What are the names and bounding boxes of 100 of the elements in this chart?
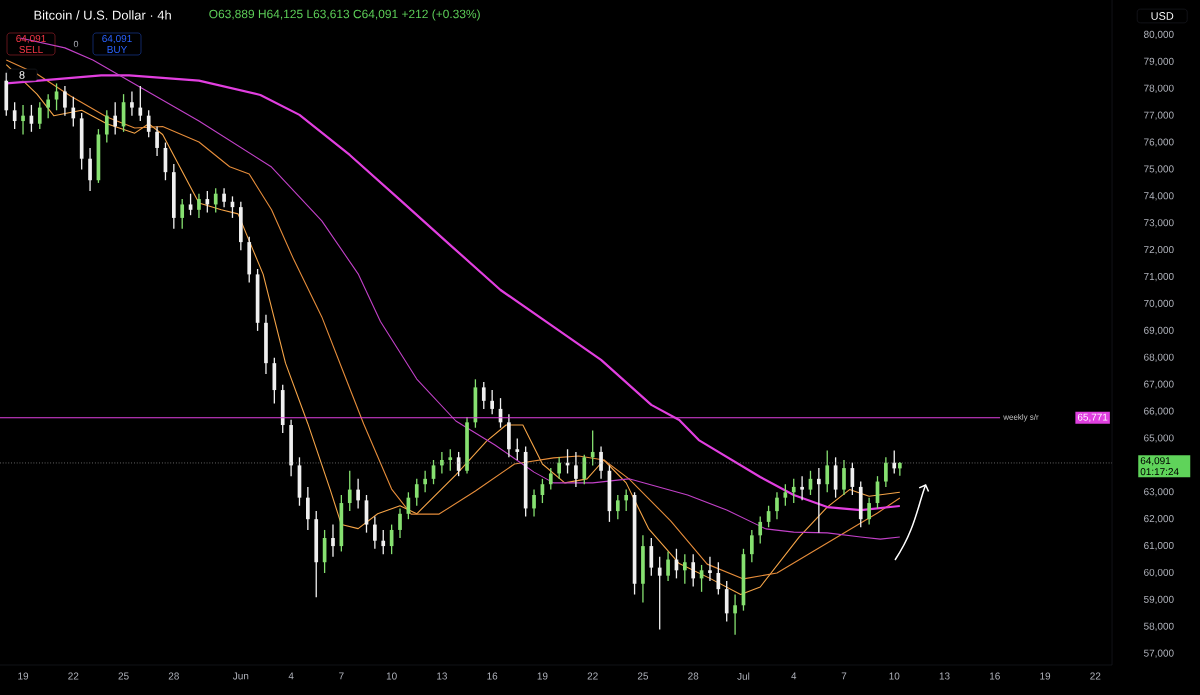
annotation: 65,771: [1077, 413, 1108, 422]
candlestick: [188, 193, 193, 216]
candlestick: [532, 488, 536, 518]
candlestick: [331, 523, 335, 558]
candlestick: [716, 561, 721, 596]
candlestick: [657, 556, 662, 631]
candlestick: [130, 90, 134, 117]
candlestick: [649, 537, 654, 577]
y-tick-label: 71,000: [1144, 272, 1174, 282]
candlestick: [197, 193, 201, 219]
y-tick-label: 80,000: [1144, 30, 1174, 40]
candlestick: [800, 475, 804, 502]
candlestick: [347, 470, 352, 512]
candlestick: [213, 187, 218, 214]
candlestick: [381, 529, 386, 555]
candlestick: [356, 478, 360, 510]
y-tick-label: 76,000: [1144, 138, 1174, 147]
annotation: SELL: [19, 45, 43, 53]
x-tick-label: 10: [889, 672, 900, 680]
candlestick: [146, 109, 151, 138]
annotation: 64,091: [102, 34, 132, 44]
text: O63,889 H64,125 L63,613 C64,091 +212 (+0.33%): [209, 9, 480, 21]
x-tick-label: 25: [118, 672, 129, 680]
candlestick: [138, 85, 143, 122]
candlestick: [867, 497, 871, 526]
x-tick-label: Jun: [232, 672, 249, 680]
y-tick-label: 68,000: [1144, 353, 1174, 362]
y-tick-label: 67,000: [1144, 380, 1174, 389]
candlestick: [682, 553, 687, 585]
candlestick: [750, 529, 754, 563]
x-tick-label: 13: [437, 672, 447, 680]
text: Bitcoin / U.S. Dollar · 4h: [34, 10, 171, 20]
y-tick-label: 79,000: [1144, 57, 1174, 66]
x-tick-label: 13: [939, 672, 950, 680]
y-tick-label: 75,000: [1144, 165, 1174, 174]
x-tick-label: Jul: [737, 672, 750, 680]
candlestick: [708, 556, 712, 582]
x-tick-label: 4: [791, 672, 797, 680]
y-tick-label: 78,000: [1144, 84, 1174, 93]
annotation: 64,091: [16, 34, 46, 44]
candlestick: [892, 449, 897, 475]
x-tick-label: 16: [990, 672, 1000, 680]
candlestick: [791, 478, 796, 504]
y-tick-label: 77,000: [1144, 111, 1174, 120]
y-tick-label: 69,000: [1144, 326, 1174, 335]
y-tick-label: 60,000: [1144, 568, 1174, 578]
candlestick: [306, 486, 310, 531]
candlestick: [590, 429, 595, 467]
candlestick: [842, 459, 846, 496]
candlestick: [373, 515, 377, 550]
candlestick: [490, 389, 494, 415]
y-tick-label: 66,000: [1144, 407, 1174, 416]
candlestick: [180, 198, 185, 230]
y-tick-label: 72,000: [1144, 246, 1174, 255]
candlestick: [515, 437, 520, 461]
candlestick: [775, 491, 779, 520]
y-tick-label: 73,000: [1144, 219, 1174, 228]
candlestick: [582, 453, 587, 485]
x-tick-label: 16: [487, 672, 498, 680]
candlestick: [783, 483, 788, 507]
candlestick: [414, 478, 419, 507]
candlestick: [21, 104, 25, 136]
candlestick: [615, 494, 620, 520]
x-tick-label: 19: [18, 672, 29, 680]
candlestick: [88, 147, 92, 192]
candlestick: [574, 451, 578, 488]
candlestick: [205, 190, 210, 214]
candlestick: [12, 101, 17, 130]
y-tick-label: 61,000: [1144, 541, 1174, 551]
x-tick-label: 19: [537, 672, 548, 680]
candlestick: [63, 85, 67, 117]
candlestick: [54, 82, 59, 111]
candlestick: [71, 96, 76, 128]
candlestick: [46, 93, 51, 120]
y-tick-label: 70,000: [1144, 299, 1174, 309]
candlestick: [398, 507, 402, 539]
candlestick: [155, 125, 159, 157]
candlestick: [113, 101, 118, 136]
x-tick-label: 10: [386, 672, 397, 680]
candlestick: [691, 553, 696, 588]
candlestick: [104, 109, 109, 144]
candlestick: [548, 467, 553, 491]
candlestick: [884, 456, 888, 488]
y-tick-label: 57,000: [1143, 649, 1174, 658]
x-tick-label: 7: [841, 672, 847, 680]
y-tick-label: 65,000: [1144, 434, 1174, 443]
candlestick: [557, 456, 562, 480]
candlestick: [222, 187, 226, 208]
x-tick-label: 4: [288, 672, 294, 680]
y-tick-label: 58,000: [1143, 622, 1174, 631]
text: USD: [1151, 12, 1174, 20]
candlestick: [624, 488, 629, 512]
x-tick-label: 7: [339, 672, 344, 680]
x-tick-label: 28: [688, 672, 699, 680]
candlestick: [37, 101, 42, 130]
candlestick: [758, 515, 763, 545]
x-tick-label: 22: [587, 672, 598, 680]
y-tick-label: 74,000: [1144, 192, 1174, 201]
x-tick-label: 22: [1090, 672, 1101, 680]
y-tick-label: 62,000: [1144, 515, 1174, 524]
